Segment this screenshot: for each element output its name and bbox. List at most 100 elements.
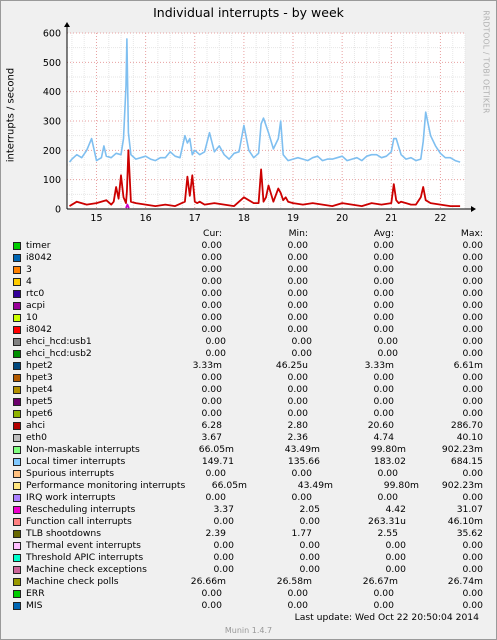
legend-value-avg: 99.80m [370, 444, 406, 455]
legend-value-cur: 2.39 [205, 528, 226, 539]
chart-canvas: 0 100 200 300 400 500 600 15 16 17 18 19 20 21 22 [43, 22, 476, 225]
legend-value-cur: 3.37 [213, 504, 234, 515]
munin-version: Munin 1.4.7 [224, 626, 273, 635]
legend-value-max: 0.00 [462, 396, 483, 407]
legend-row: Threshold APIC interrupts 0.00 0.00 0.00 0.0… [0, 552, 497, 564]
legend-header-min: Min: [288, 228, 308, 239]
legend-header-cur: Cur: [203, 228, 222, 239]
legend-value-max: 0.00 [462, 384, 483, 395]
legend-value-cur: 66.05m [198, 444, 234, 455]
series-line-3 [125, 203, 130, 209]
legend-swatch [13, 314, 21, 322]
y-tick-label: 400 [43, 87, 61, 98]
legend-value-min: 0.00 [287, 264, 308, 275]
legend-swatch [13, 422, 21, 430]
legend-value-min: 43.49m [284, 444, 320, 455]
legend-header-avg: Avg: [373, 228, 394, 239]
legend-swatch [13, 302, 21, 310]
legend-value-max: 0.00 [462, 324, 483, 335]
legend-swatch [13, 410, 21, 418]
legend-label: Machine check exceptions [26, 564, 147, 575]
legend-row: ehci_hcd:usb2 0.00 0.00 0.00 0.00 [0, 348, 497, 360]
legend-value-max: 902.23m [441, 480, 483, 491]
legend-value-avg: 0.00 [373, 264, 394, 275]
legend-swatch [13, 362, 21, 370]
legend-value-max: 26.74m [447, 576, 483, 587]
legend-label: hpet3 [26, 372, 53, 383]
legend-swatch [13, 446, 21, 454]
legend-value-min: 0.00 [287, 252, 308, 263]
legend-value-avg: 3.33m [364, 360, 394, 371]
y-tick-label: 500 [43, 58, 61, 69]
x-tick-label: 17 [189, 213, 201, 224]
legend-value-avg: 0.00 [373, 588, 394, 599]
legend-value-max: 286.70 [450, 420, 483, 431]
legend-value-min: 43.49m [297, 480, 333, 491]
legend-label: IRQ work interrupts [26, 492, 116, 503]
legend-value-avg: 2.55 [377, 528, 398, 539]
legend-swatch [13, 542, 21, 550]
legend-label: ehci_hcd:usb2 [26, 348, 92, 359]
legend-value-avg: 0.00 [373, 252, 394, 263]
legend-value-min: 0.00 [287, 276, 308, 287]
legend-value-min: 0.00 [287, 300, 308, 311]
legend-value-min: 0.00 [287, 384, 308, 395]
legend-row: eth0 3.67 2.36 4.74 40.10 [0, 432, 497, 444]
legend-swatch [13, 578, 21, 586]
legend-swatch [13, 326, 21, 334]
legend-label: ahci [26, 420, 46, 431]
series-line-1 [68, 38, 461, 163]
legend-value-cur: 0.00 [201, 600, 222, 611]
legend-value-min: 2.05 [299, 504, 320, 515]
legend-label: Thermal event interrupts [26, 540, 141, 551]
legend-value-cur: 0.00 [205, 492, 226, 503]
legend-value-avg: 0.00 [373, 312, 394, 323]
legend-row: IRQ work interrupts 0.00 0.00 0.00 0.00 [0, 492, 497, 504]
legend-value-max: 0.00 [462, 564, 483, 575]
legend-row: rtc0 0.00 0.00 0.00 0.00 [0, 288, 497, 300]
legend-label: hpet4 [26, 384, 53, 395]
y-tick-label: 300 [43, 117, 61, 128]
legend-value-max: 46.10m [447, 516, 483, 527]
legend-row: ehci_hcd:usb1 0.00 0.00 0.00 0.00 [0, 336, 497, 348]
legend-value-cur: 0.00 [201, 288, 222, 299]
legend-row: MIS 0.00 0.00 0.00 0.00 [0, 600, 497, 612]
legend-value-cur: 0.00 [205, 336, 226, 347]
legend-label: eth0 [26, 432, 47, 443]
legend-value-avg: 0.00 [373, 600, 394, 611]
legend-swatch [13, 434, 21, 442]
legend-value-min: 0.00 [287, 408, 308, 419]
legend-label: ehci_hcd:usb1 [26, 336, 92, 347]
legend-swatch [13, 506, 21, 514]
legend-value-max: 31.07 [456, 504, 483, 515]
legend-value-max: 35.62 [456, 528, 483, 539]
legend-row: ERR 0.00 0.00 0.00 0.00 [0, 588, 497, 600]
legend-label: 3 [26, 264, 32, 275]
legend-value-cur: 0.00 [213, 552, 234, 563]
legend-row: Thermal event interrupts 0.00 0.00 0.00 0.00 [0, 540, 497, 552]
legend-swatch [13, 350, 21, 358]
legend-value-cur: 0.00 [201, 408, 222, 419]
legend-value-max: 0.00 [462, 312, 483, 323]
legend-value-avg: 0.00 [373, 396, 394, 407]
legend-row: 4 0.00 0.00 0.00 0.00 [0, 276, 497, 288]
legend-value-cur: 26.66m [190, 576, 226, 587]
legend-swatch [13, 470, 21, 478]
legend-row: hpet5 0.00 0.00 0.00 0.00 [0, 396, 497, 408]
legend-value-cur: 66.05m [211, 480, 247, 491]
legend-swatch [13, 554, 21, 562]
legend-value-cur: 0.00 [213, 516, 234, 527]
legend-value-min: 26.58m [276, 576, 312, 587]
legend-label: timer [26, 240, 51, 251]
legend-value-cur: 0.00 [201, 300, 222, 311]
legend-label: ERR [26, 588, 45, 599]
legend-value-cur: 0.00 [205, 468, 226, 479]
legend-swatch [13, 266, 21, 274]
legend-value-avg: 0.00 [377, 348, 398, 359]
y-tick-label: 600 [43, 29, 61, 40]
legend-row: Function call interrupts 0.00 0.00 263.31u 4… [0, 516, 497, 528]
legend-value-cur: 0.00 [201, 312, 222, 323]
tick-labels: 0 100 200 300 400 500 600 15 16 17 18 19 20 21 22 [43, 29, 447, 225]
y-tick-label: 100 [43, 175, 61, 186]
legend-value-cur: 0.00 [213, 564, 234, 575]
